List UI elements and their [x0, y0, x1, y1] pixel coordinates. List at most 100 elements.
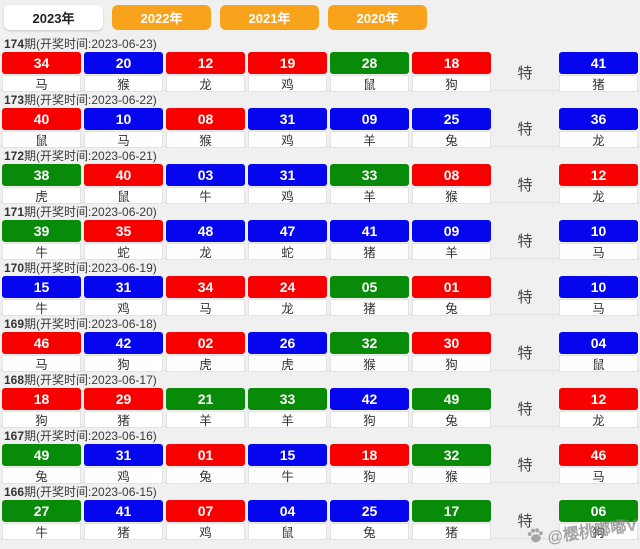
special-label: 特	[517, 176, 533, 194]
ball-number: 33	[330, 164, 409, 186]
zodiac-label: 牛	[2, 299, 81, 316]
number-cell: 01 兔	[412, 276, 491, 316]
ball-number: 42	[330, 388, 409, 410]
draw-cells: 49 兔 31 鸡 01 兔 15 牛 18 狗 32 猴 特 46 马	[2, 444, 638, 484]
ball-number: 46	[559, 444, 638, 466]
draw-row: 167期(开奖时间:2023-06-16) 49 兔 31 鸡 01 兔 15 …	[0, 427, 640, 484]
special-label: 特	[517, 64, 533, 82]
ball-number: 36	[559, 108, 638, 130]
year-tab[interactable]: 2021年	[220, 5, 319, 30]
draw-period: 166	[4, 485, 25, 499]
zodiac-label: 马	[2, 355, 81, 372]
ball-number: 40	[84, 164, 163, 186]
ball-number: 10	[559, 220, 638, 242]
draw-time: 期(开奖时间:2023-06-21)	[24, 149, 157, 163]
ball-number: 41	[559, 52, 638, 74]
number-cell: 31 鸡	[84, 276, 163, 316]
zodiac-label: 鼠	[330, 75, 409, 92]
zodiac-label: 鼠	[248, 523, 327, 540]
year-tab[interactable]: 2022年	[112, 5, 211, 30]
number-cell: 18 狗	[2, 388, 81, 428]
number-cell: 42 狗	[84, 332, 163, 372]
zodiac-label: 马	[84, 131, 163, 148]
draw-time: 期(开奖时间:2023-06-22)	[24, 93, 157, 107]
special-number-cell: 41 猪	[559, 52, 638, 92]
number-cell: 20 猴	[84, 52, 163, 92]
draw-row: 169期(开奖时间:2023-06-18) 46 马 42 狗 02 虎 26 …	[0, 315, 640, 372]
number-cell: 27 牛	[2, 500, 81, 540]
ball-number: 19	[248, 52, 327, 74]
number-cell: 25 兔	[412, 108, 491, 148]
zodiac-label: 兔	[2, 467, 81, 484]
draw-row: 172期(开奖时间:2023-06-21) 38 虎 40 鼠 03 牛 31 …	[0, 147, 640, 204]
draw-cells: 27 牛 41 猪 07 鸡 04 鼠 25 兔 17 猪 特 06 狗	[2, 500, 638, 540]
special-number-cell: 12 龙	[559, 164, 638, 204]
ball-number: 07	[166, 500, 245, 522]
draw-cells: 15 牛 31 鸡 34 马 24 龙 05 猪 01 兔 特 10 马	[2, 276, 638, 316]
ball-number: 12	[166, 52, 245, 74]
number-cell: 47 蛇	[248, 220, 327, 260]
zodiac-label: 狗	[330, 411, 409, 428]
ball-number: 18	[330, 444, 409, 466]
ball-number: 38	[2, 164, 81, 186]
ball-number: 28	[330, 52, 409, 74]
number-cell: 38 虎	[2, 164, 81, 204]
number-cell: 15 牛	[2, 276, 81, 316]
zodiac-label: 猪	[84, 411, 163, 428]
number-cell: 46 马	[2, 332, 81, 372]
number-cell: 02 虎	[166, 332, 245, 372]
year-tabs: 2023年 2022年 2021年 2020年	[0, 0, 640, 33]
draw-row: 166期(开奖时间:2023-06-15) 27 牛 41 猪 07 鸡 04 …	[0, 483, 640, 540]
zodiac-label: 羊	[166, 411, 245, 428]
zodiac-label: 马	[2, 75, 81, 92]
number-cell: 15 牛	[248, 444, 327, 484]
ball-number: 02	[166, 332, 245, 354]
special-number-cell: 04 鼠	[559, 332, 638, 372]
ball-number: 12	[559, 164, 638, 186]
zodiac-label: 鼠	[84, 187, 163, 204]
zodiac-label: 牛	[2, 243, 81, 260]
number-cell: 08 猴	[166, 108, 245, 148]
year-tab[interactable]: 2023年	[4, 5, 103, 30]
zodiac-label: 龙	[248, 299, 327, 316]
ball-number: 25	[330, 500, 409, 522]
zodiac-label: 猪	[559, 75, 638, 92]
ball-number: 20	[84, 52, 163, 74]
zodiac-label: 狗	[330, 467, 409, 484]
number-cell: 24 龙	[248, 276, 327, 316]
zodiac-label: 马	[559, 299, 638, 316]
zodiac-label: 猪	[412, 523, 491, 540]
draw-row-header: 171期(开奖时间:2023-06-20)	[2, 205, 638, 219]
ball-number: 18	[2, 388, 81, 410]
number-cell: 34 马	[166, 276, 245, 316]
zodiac-label: 猴	[330, 355, 409, 372]
number-cell: 09 羊	[412, 220, 491, 260]
draw-results-list: 174期(开奖时间:2023-06-23) 34 马 20 猴 12 龙 19 …	[0, 33, 640, 540]
zodiac-label: 龙	[559, 187, 638, 204]
draw-row: 174期(开奖时间:2023-06-23) 34 马 20 猴 12 龙 19 …	[0, 35, 640, 92]
ball-number: 34	[166, 276, 245, 298]
year-tab-label: 2023年	[32, 11, 75, 26]
draw-row: 171期(开奖时间:2023-06-20) 39 牛 35 蛇 48 龙 47 …	[0, 203, 640, 260]
draw-period: 167	[4, 429, 25, 443]
ball-number: 26	[248, 332, 327, 354]
number-cell: 39 牛	[2, 220, 81, 260]
special-label: 特	[517, 456, 533, 474]
number-cell: 10 马	[84, 108, 163, 148]
ball-number: 08	[412, 164, 491, 186]
ball-number: 05	[330, 276, 409, 298]
ball-number: 01	[412, 276, 491, 298]
zodiac-label: 羊	[330, 187, 409, 204]
year-tab[interactable]: 2020年	[328, 5, 427, 30]
number-cell: 21 羊	[166, 388, 245, 428]
draw-time: 期(开奖时间:2023-06-16)	[24, 429, 157, 443]
number-cell: 33 羊	[248, 388, 327, 428]
zodiac-label: 鸡	[248, 187, 327, 204]
draw-cells: 34 马 20 猴 12 龙 19 鸡 28 鼠 18 狗 特 41 猪	[2, 52, 638, 92]
draw-cells: 39 牛 35 蛇 48 龙 47 蛇 41 猪 09 羊 特 10 马	[2, 220, 638, 260]
draw-period: 168	[4, 373, 25, 387]
draw-row-header: 172期(开奖时间:2023-06-21)	[2, 149, 638, 163]
zodiac-label: 羊	[412, 243, 491, 260]
number-cell: 48 龙	[166, 220, 245, 260]
zodiac-label: 猴	[412, 467, 491, 484]
